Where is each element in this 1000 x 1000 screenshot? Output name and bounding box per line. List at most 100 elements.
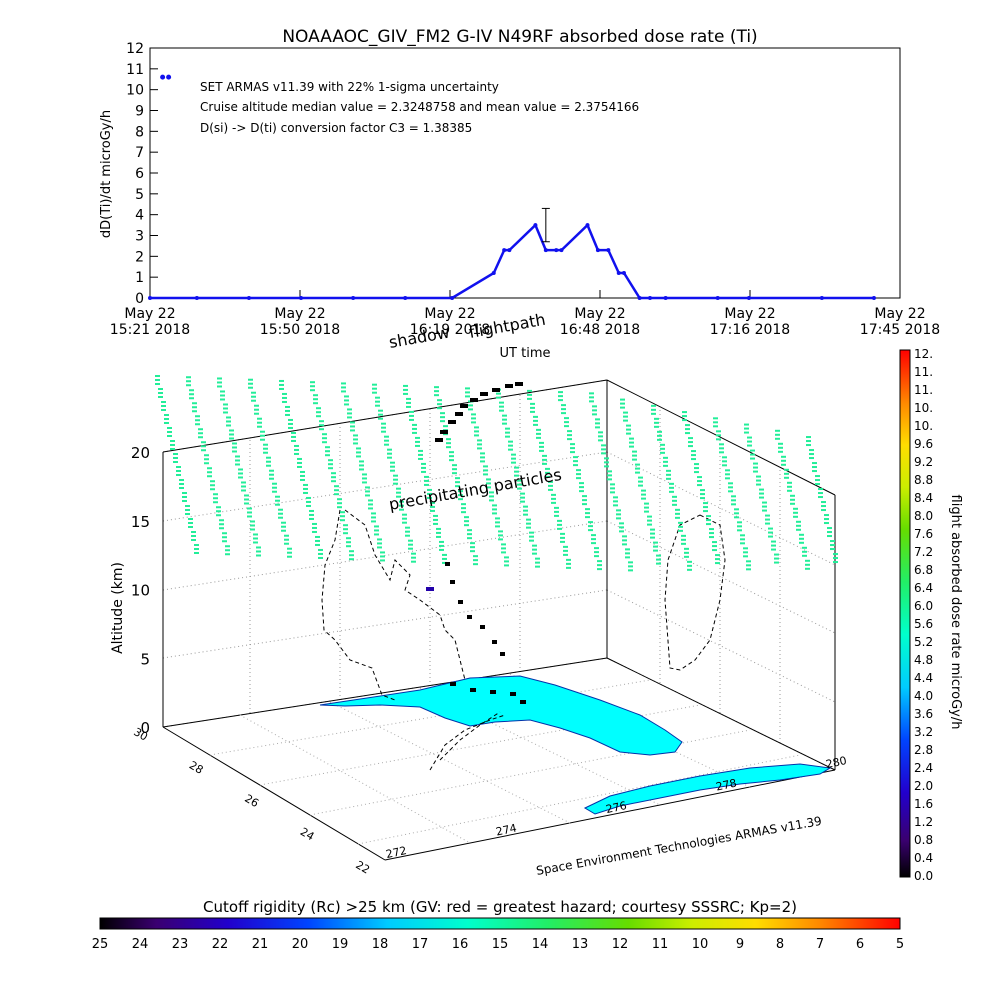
florida-landmass [319,675,683,756]
particle-mark [340,511,345,514]
particle-mark [781,463,786,466]
particle-mark [263,451,268,454]
particle-mark [719,443,724,446]
particle-mark [229,429,234,432]
particle-mark [651,404,656,407]
altitude-tick-label: 20 [131,444,150,462]
particle-mark [164,422,169,424]
particle-mark [576,469,581,472]
particle-mark [722,456,727,459]
particle-mark [628,561,633,564]
particle-mark [306,500,311,503]
annotation-line-2: Cruise altitude median value = 2.3248758… [200,100,639,114]
particle-mark [529,535,534,538]
particle-mark [787,485,792,488]
particle-mark [207,467,212,470]
particle-mark [678,525,683,528]
particle-mark [405,534,410,537]
particle-mark [377,546,382,549]
particle-mark [719,451,724,454]
right-colorbar-tick-label: 2.0 [914,779,933,793]
particle-mark [225,553,230,556]
particle-mark [309,513,314,516]
particle-mark [619,530,624,533]
particle-mark [266,460,271,463]
particle-mark [592,405,597,408]
particle-mark [597,568,602,571]
particle-mark [226,420,231,423]
particle-mark [675,512,680,515]
particle-mark [793,515,798,518]
particle-mark [573,456,578,459]
particle-mark [412,427,417,430]
particle-mark [341,382,346,385]
particle-mark [654,425,659,428]
particle-mark [756,475,761,478]
particle-mark [620,402,625,405]
particle-mark [598,439,603,442]
particle-mark [477,443,482,446]
particle-mark [349,558,354,561]
top-y-tick-label: 2 [135,249,144,265]
particle-mark [508,444,513,447]
particle-mark [495,517,500,520]
particle-mark [638,484,643,487]
dose-rate-line [150,222,874,300]
particle-mark [282,400,287,403]
particle-mark [613,496,618,499]
particle-mark [806,436,811,439]
outlier-point [160,74,166,80]
particle-mark [619,522,624,525]
particle-mark [412,431,417,434]
dose-rate-point [543,248,548,253]
bottom-colorbar-tick-label: 17 [412,937,429,952]
latitude-tick-label: 22 [353,858,372,876]
particle-mark [201,445,206,448]
particle-mark [378,413,383,416]
particle-mark [641,489,646,492]
particle-mark [279,387,284,390]
particle-mark [619,526,624,529]
particle-mark [219,519,224,522]
particle-mark [563,549,568,552]
bottom-colorbar-tick-label: 10 [692,937,709,952]
latitude-tick-label: 26 [242,792,261,810]
particle-mark [396,495,401,498]
particle-mark [594,555,599,558]
particle-mark [523,513,528,516]
particle-mark [595,426,600,429]
particle-mark [787,481,792,484]
right-colorbar-tick-label: 11. [914,365,933,379]
top-x-tick-date: May 22 [124,306,175,322]
particle-mark [229,437,234,440]
right-colorbar-tick-label: 3.2 [914,725,933,739]
particle-mark [527,393,532,396]
particle-mark [223,407,228,410]
particle-mark [315,539,320,542]
particle-mark [167,435,172,437]
particle-mark [158,396,163,398]
particle-mark [551,497,556,500]
particle-mark [610,491,615,494]
dose-rate-point [606,248,611,253]
particle-mark [411,560,416,563]
particle-mark [713,421,718,424]
particle-mark [434,394,439,397]
particle-mark [362,481,367,484]
particle-mark [210,480,215,483]
dose-rate-point [621,271,626,275]
particle-mark [173,453,178,455]
particle-mark [706,519,711,522]
particle-mark [622,539,627,542]
particle-mark [372,383,377,386]
particle-mark [784,472,789,475]
particle-mark [747,444,752,447]
right-colorbar-tick-label: 0.8 [914,833,933,847]
particle-mark [334,493,339,496]
particle-mark [247,507,252,510]
particle-mark [656,554,661,557]
particle-mark [439,540,444,543]
particle-mark [381,430,386,433]
particle-mark [375,396,380,399]
